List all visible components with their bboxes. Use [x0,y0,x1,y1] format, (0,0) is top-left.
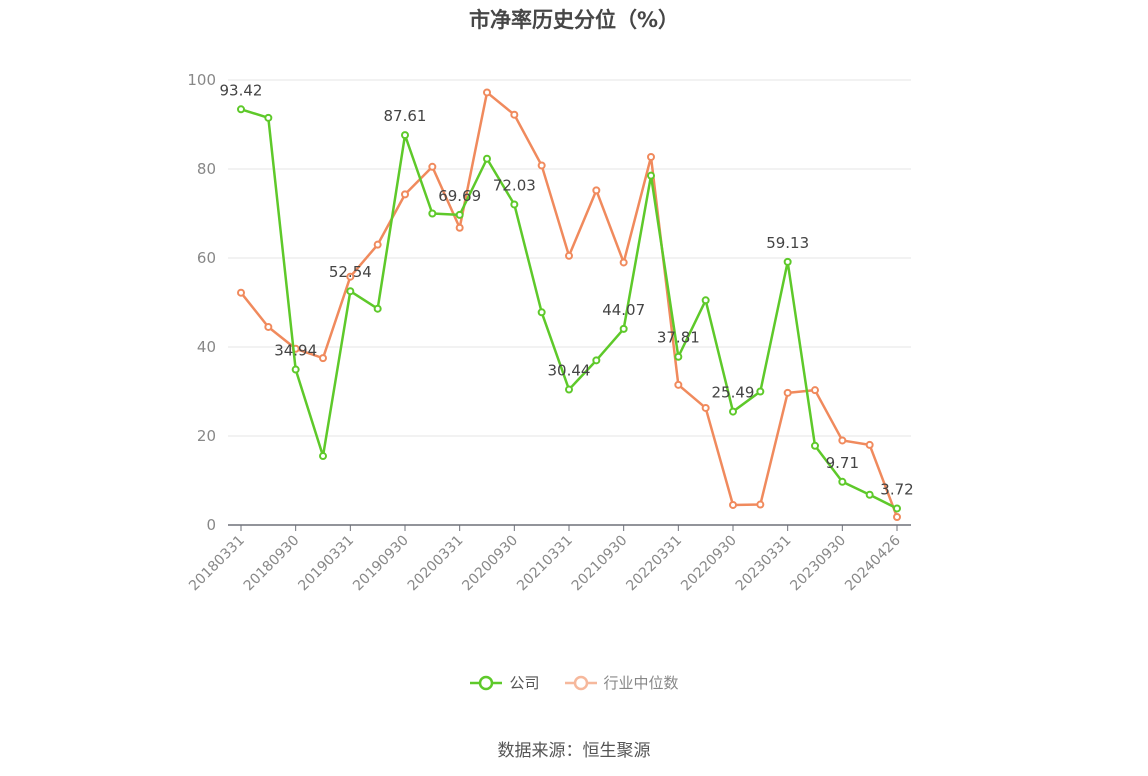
data-label: 93.42 [220,81,263,99]
data-point-company [401,131,409,140]
data-point-company [565,385,573,394]
x-tick-label: 20190930 [350,533,412,595]
data-point-company [729,407,737,416]
data-point-company [619,324,628,333]
data-label: 52.54 [329,263,372,281]
y-tick-label: 60 [197,249,216,267]
data-label: 72.03 [493,176,536,194]
x-tick-label: 20190331 [295,533,357,595]
data-point-industry-median [811,386,819,395]
data-point-industry-median [674,380,683,389]
chart-title: 市净率历史分位（%） [468,8,680,32]
data-point-industry-median [401,190,409,199]
data-point-industry-median [893,512,901,521]
y-tick-label: 80 [197,160,216,178]
data-label: 9.71 [826,454,859,472]
x-tick-label: 20180331 [186,533,248,595]
x-tick-label: 20230930 [787,533,849,595]
data-point-company [291,365,300,374]
series-line-industry-median [240,91,899,518]
data-point-company [428,209,437,218]
data-point-company [537,308,546,317]
data-label: 3.72 [880,480,913,498]
data-point-industry-median [565,251,573,260]
data-label: 34.94 [274,342,317,360]
x-tick-label: 20200331 [405,533,467,595]
legend-label-company: 公司 [509,674,540,692]
data-labels: 93.42 34.94 52.54 87.61 69.69 72.03 30.44 44.07… [220,81,914,498]
data-point-company [346,287,355,296]
data-point-industry-median [264,322,273,331]
data-point-industry-median [346,272,355,281]
data-point-industry-median [865,440,874,449]
data-point-company [483,154,491,163]
x-tick-label: 20230331 [733,533,795,595]
source-note: 数据来源：恒生聚源 [497,741,651,761]
data-point-industry-median [537,161,546,170]
data-point-industry-median [237,288,245,297]
x-tick-label: 20180930 [241,533,303,595]
data-point-company [893,504,901,513]
data-label: 37.81 [657,329,700,347]
data-label: 44.07 [602,301,645,319]
data-label: 30.44 [548,362,591,380]
data-point-company [455,210,464,219]
legend-label-industry-median: 行业中位数 [603,674,679,692]
legend-company-icon [470,675,503,690]
x-tick-label: 20210331 [514,533,576,595]
data-point-company [701,296,710,305]
y-tick-label: 100 [187,71,216,89]
data-label: 25.49 [712,384,755,402]
series-lines [237,88,901,521]
legend-industry-icon [564,675,597,690]
data-label: 69.69 [438,187,481,205]
x-tick-label: 20200930 [459,533,521,595]
data-point-industry-median [756,500,765,509]
data-point-industry-median [483,88,491,97]
data-point-company [237,105,245,114]
data-point-company [783,257,792,266]
y-tick-label: 0 [206,516,216,534]
data-point-industry-median [428,162,437,171]
data-point-company [674,352,683,361]
data-point-company [264,113,273,122]
data-point-company [811,441,819,450]
data-point-industry-median [619,258,628,267]
y-tick-label: 20 [197,427,216,445]
legend: 公司 行业中位数 [0,672,1148,693]
data-point-industry-median [510,110,519,119]
data-point-industry-median [592,186,601,195]
x-tick-label: 20220930 [678,533,740,595]
data-point-company [373,304,382,313]
legend-item-company[interactable]: 公司 [469,672,540,693]
data-point-industry-median [729,500,737,509]
legend-item-industry-median[interactable]: 行业中位数 [564,672,679,693]
data-label: 59.13 [766,234,809,252]
data-point-industry-median [647,152,655,161]
data-point-company [865,490,874,499]
data-point-industry-median [319,354,327,363]
data-point-company [838,477,847,486]
x-tick-label: 20220331 [623,533,685,595]
data-point-company [319,452,327,461]
data-point-industry-median [701,403,710,412]
data-point-industry-median [373,240,382,249]
data-label: 87.61 [384,107,427,125]
x-tick-label: 20210930 [569,533,631,595]
x-tick-label: 20240426 [842,532,904,594]
data-point-industry-median [783,388,792,397]
data-point-company [510,200,519,209]
data-point-industry-median [455,223,464,232]
data-point-company [756,387,765,396]
y-tick-label: 40 [197,338,216,356]
data-point-company [592,356,601,365]
data-point-company [647,171,655,180]
data-point-industry-median [838,436,847,445]
